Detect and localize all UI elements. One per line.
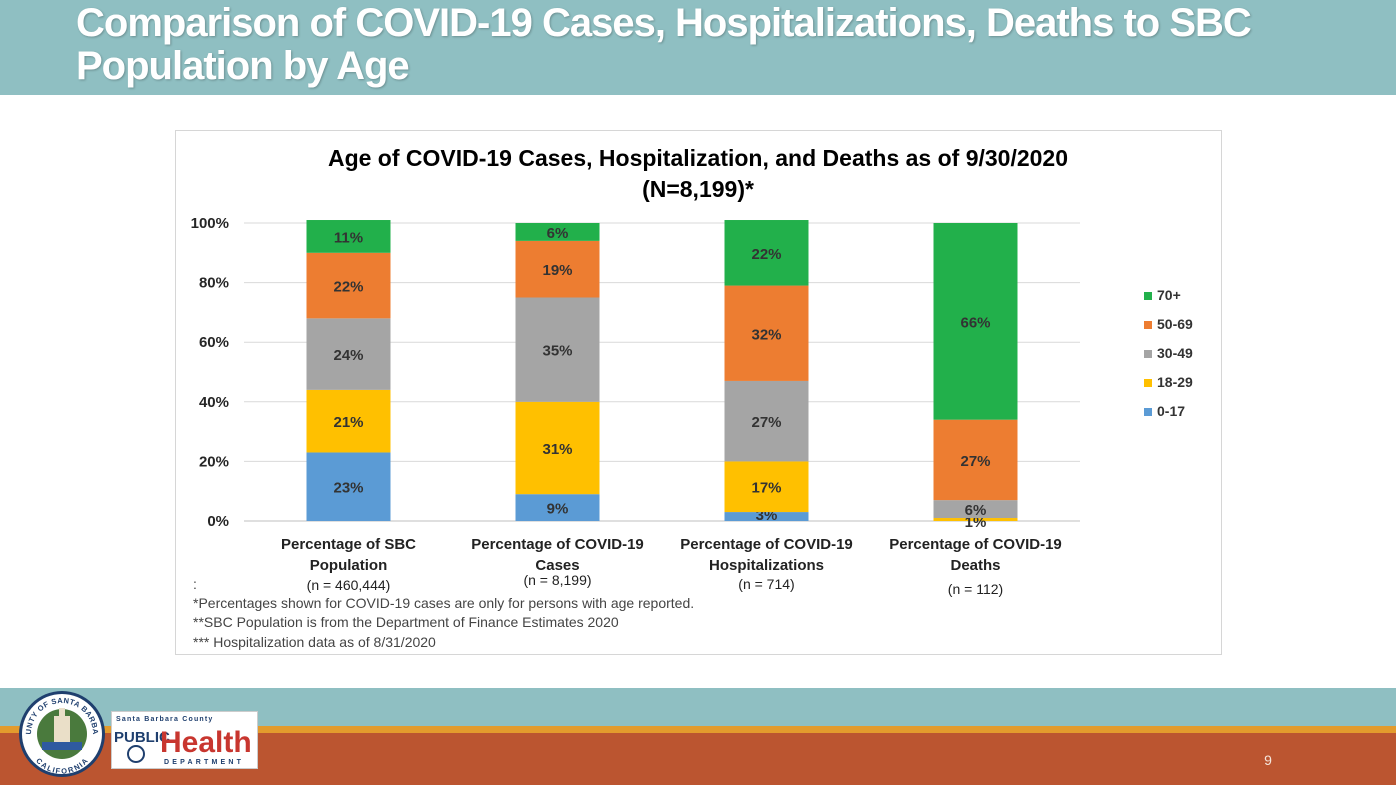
bar-segment-70+	[724, 220, 809, 286]
footnote: *Percentages shown for COVID-19 cases ar…	[193, 595, 694, 611]
x-tick-label: Deaths	[950, 557, 1000, 574]
y-tick-label: 0%	[207, 513, 229, 530]
bar-segment-30-49	[306, 318, 391, 390]
data-label: 21%	[333, 414, 363, 431]
footnote: **SBC Population is from the Department …	[193, 614, 619, 630]
footnote: *** Hospitalization data as of 8/31/2020	[193, 634, 436, 650]
data-label: 66%	[960, 314, 990, 331]
footnote: :	[193, 576, 197, 592]
sample-size-label: (n = 8,199)	[523, 572, 591, 588]
bar-segment-50-69	[515, 240, 600, 298]
bar-segment-70+	[515, 223, 600, 241]
data-label: 9%	[547, 501, 569, 518]
bar-segment-30-49	[515, 297, 600, 402]
legend-label: 50-69	[1157, 316, 1193, 332]
bar-segment-70+	[306, 220, 391, 253]
bar-segment-0-17	[306, 452, 391, 521]
sample-size-label: (n = 112)	[948, 581, 1003, 597]
data-label: 23%	[333, 480, 363, 497]
data-label: 17%	[751, 480, 781, 497]
legend-swatch-70+	[1144, 292, 1152, 300]
x-tick-label: Percentage of COVID-19	[680, 536, 853, 553]
stacked-bar-chart: Age of COVID-19 Cases, Hospitalization, …	[191, 145, 1193, 650]
data-label: 11%	[334, 229, 363, 246]
data-label: 24%	[333, 347, 363, 364]
logo-department-text: DEPARTMENT	[164, 759, 244, 766]
sample-size-label: (n = 714)	[738, 576, 794, 592]
sample-size-label: (n = 460,444)	[307, 577, 391, 593]
page-number: 9	[1264, 752, 1272, 768]
chart-subtitle: (N=8,199)*	[642, 176, 754, 202]
bar-segment-70+	[933, 223, 1018, 420]
data-label: 6%	[965, 502, 987, 519]
logo-public-text: PUBLIC	[114, 729, 170, 746]
bar-segment-50-69	[933, 419, 1018, 501]
legend-swatch-18-29	[1144, 379, 1152, 387]
bar-segment-18-29	[724, 461, 809, 513]
x-tick-label: Cases	[535, 557, 579, 574]
legend-label: 0-17	[1157, 403, 1185, 419]
legend-label: 30-49	[1157, 345, 1193, 361]
data-label: 19%	[542, 262, 572, 279]
legend-label: 18-29	[1157, 374, 1193, 390]
y-tick-label: 20%	[199, 453, 229, 470]
bar-segment-0-17	[724, 512, 809, 521]
bar-segment-18-29	[306, 389, 391, 453]
x-tick-label: Percentage of COVID-19	[889, 536, 1062, 553]
bar-segment-18-29	[515, 401, 600, 495]
logo-emblem-icon	[127, 745, 145, 763]
bar-segment-30-49	[933, 500, 1018, 519]
slide-title: Comparison of COVID-19 Cases, Hospitaliz…	[76, 1, 1252, 88]
logo-county-text: Santa Barbara County	[116, 716, 214, 723]
data-label: 32%	[751, 326, 781, 343]
legend-swatch-50-69	[1144, 321, 1152, 329]
bar-segment-50-69	[306, 252, 391, 319]
legend-swatch-30-49	[1144, 350, 1152, 358]
public-health-logo: Santa Barbara County PUBLIC Health DEPAR…	[111, 711, 258, 769]
data-label: 31%	[542, 441, 572, 458]
data-label: 6%	[547, 225, 569, 242]
y-tick-label: 40%	[199, 394, 229, 411]
bar-segment-0-17	[515, 494, 600, 521]
x-tick-label: Population	[310, 557, 388, 574]
data-label: 1%	[965, 514, 987, 531]
chart-title: Age of COVID-19 Cases, Hospitalization, …	[328, 145, 1068, 171]
y-tick-label: 100%	[191, 215, 229, 232]
y-tick-label: 60%	[199, 334, 229, 351]
data-label: 35%	[542, 343, 572, 360]
data-label: 27%	[960, 453, 990, 470]
data-label: 27%	[751, 414, 781, 431]
title-banner: Comparison of COVID-19 Cases, Hospitaliz…	[0, 0, 1396, 95]
bar-segment-50-69	[724, 285, 809, 381]
data-label: 22%	[751, 246, 781, 263]
data-label: 22%	[333, 279, 363, 296]
y-tick-label: 80%	[199, 275, 229, 292]
legend-label: 70+	[1157, 287, 1181, 303]
footer-gold-stripe	[0, 726, 1396, 733]
x-tick-label: Percentage of COVID-19	[471, 536, 644, 553]
bar-segment-30-49	[724, 380, 809, 462]
x-tick-label: Hospitalizations	[709, 557, 824, 574]
county-seal: COUNTY OF SANTA BARBARA CALIFORNIA	[18, 690, 105, 777]
legend-swatch-0-17	[1144, 408, 1152, 416]
logo-health-text: Health	[160, 726, 252, 759]
bar-segment-18-29	[933, 518, 1018, 521]
x-tick-label: Percentage of SBC	[281, 536, 416, 553]
